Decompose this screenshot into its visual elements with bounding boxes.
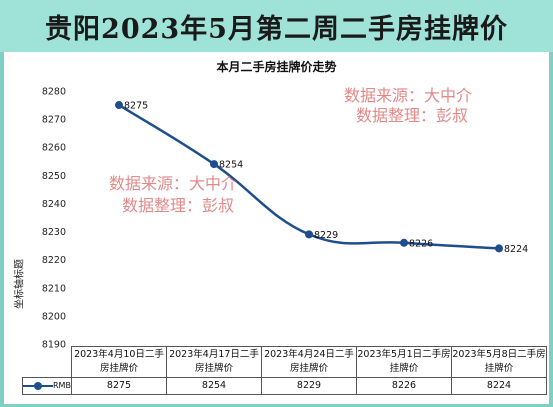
data-table-series-row: RMB 8275 8254 8229 8226 8224 — [22, 377, 547, 395]
legend-label: RMB — [53, 380, 71, 390]
data-point — [305, 230, 313, 239]
x-category-label: 2023年4月24日二手房挂牌价 — [261, 346, 357, 378]
data-point — [115, 101, 123, 110]
x-category-label: 2023年4月10日二手房挂牌价 — [71, 346, 167, 378]
data-point — [210, 160, 218, 169]
x-category-label: 2023年5月1日二手房挂牌价 — [356, 346, 452, 378]
y-tick-label: 8270 — [42, 115, 66, 126]
chart-title: 本月二手房挂牌价走势 — [216, 60, 337, 74]
y-tick-label: 8220 — [42, 255, 66, 266]
data-table-value: 8224 — [451, 377, 547, 395]
watermark-source-mid: 数据来源：大中介 — [109, 174, 238, 193]
data-label: 8224 — [504, 244, 528, 255]
watermark-editor-top: 数据整理：彭叔 — [356, 106, 469, 125]
banner: 贵阳2023年5月第二周二手房挂牌价 — [0, 0, 553, 52]
y-tick-label: 8240 — [42, 199, 66, 210]
data-label: 8254 — [219, 160, 243, 171]
data-label: 8229 — [314, 230, 338, 241]
data-point — [400, 238, 408, 247]
y-tick-label: 8200 — [42, 311, 66, 322]
data-table-header-row: 2023年4月10日二手房挂牌价 2023年4月17日二手房挂牌价 2023年4… — [22, 346, 547, 378]
data-label: 8226 — [409, 238, 433, 249]
x-category-label: 2023年5月8日二手房挂牌价 — [451, 346, 547, 378]
y-tick-label: 8230 — [42, 227, 66, 238]
data-label: 8275 — [124, 101, 148, 112]
watermark-source-top: 数据来源：大中介 — [344, 86, 473, 105]
y-tick-label: 8260 — [42, 143, 66, 154]
chart-plot: 8190 8200 8210 8220 8230 8240 8250 8260 8270 8280… — [42, 87, 528, 351]
y-tick-label: 8210 — [42, 283, 66, 294]
data-table-value: 8254 — [166, 377, 262, 395]
data-table-corner — [22, 346, 72, 378]
data-table-value: 8275 — [71, 377, 167, 395]
y-tick-label: 8190 — [42, 340, 66, 351]
legend-entry: RMB — [22, 377, 72, 395]
data-table-value: 8229 — [261, 377, 357, 395]
watermark-editor-mid: 数据整理：彭叔 — [122, 196, 235, 215]
x-category-label: 2023年4月17日二手房挂牌价 — [166, 346, 262, 378]
y-tick-label: 8280 — [42, 87, 66, 98]
data-table: 2023年4月10日二手房挂牌价 2023年4月17日二手房挂牌价 2023年4… — [22, 346, 547, 395]
banner-title: 贵阳2023年5月第二周二手房挂牌价 — [45, 13, 508, 45]
data-table-value: 8226 — [356, 377, 452, 395]
chart-panel: 本月二手房挂牌价走势 坐标轴标题 8190 8200 8210 8220 8230 824… — [4, 52, 549, 404]
legend-line-marker-icon — [23, 381, 53, 391]
data-point — [495, 244, 503, 253]
y-tick-label: 8250 — [42, 171, 66, 182]
